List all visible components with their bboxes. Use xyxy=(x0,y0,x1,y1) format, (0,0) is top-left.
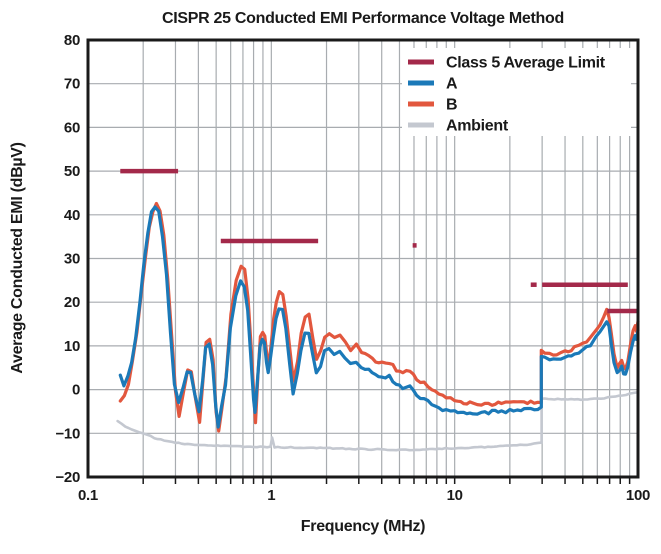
y-tick-label: 0 xyxy=(72,382,80,399)
y-tick-label: 10 xyxy=(64,338,80,355)
y-tick-label: 80 xyxy=(64,32,80,49)
series-a-line xyxy=(118,205,640,429)
y-tick-label: 30 xyxy=(64,251,80,268)
axis-ticks xyxy=(142,478,631,484)
x-axis-label: Frequency (MHz) xyxy=(301,518,425,535)
legend-label-series-b: B xyxy=(446,97,457,114)
y-tick-label: 40 xyxy=(64,207,80,224)
data-series xyxy=(116,168,640,452)
x-tick-label: 0.1 xyxy=(78,487,98,504)
legend-background xyxy=(402,48,631,136)
legend-label-series-ambient: Ambient xyxy=(446,118,509,135)
x-tick-label: 10 xyxy=(447,487,463,504)
plot-frame xyxy=(86,38,640,479)
y-tick-label: −20 xyxy=(55,469,80,486)
y-tick-label: −10 xyxy=(55,425,80,442)
y-tick-label: 70 xyxy=(64,76,80,93)
y-tick-label: 20 xyxy=(64,294,80,311)
legend-label-series-class-5-average-limit: Class 5 Average Limit xyxy=(446,55,606,72)
x-tick-label: 1 xyxy=(267,487,275,504)
grid-lines xyxy=(88,40,638,477)
legend-label-series-a: A xyxy=(446,76,458,93)
y-tick-label: 50 xyxy=(64,163,80,180)
legend: Class 5 Average Limit AB Ambient xyxy=(402,48,631,136)
plot-border xyxy=(86,38,640,479)
y-axis-label: Average Conducted EMI (dBµV) xyxy=(9,142,26,373)
chart-title: CISPR 25 Conducted EMI Performance Volta… xyxy=(162,10,564,27)
series-ambient-line xyxy=(116,390,640,452)
x-tick-label: 100 xyxy=(626,487,650,504)
y-tick-label: 60 xyxy=(64,119,80,136)
